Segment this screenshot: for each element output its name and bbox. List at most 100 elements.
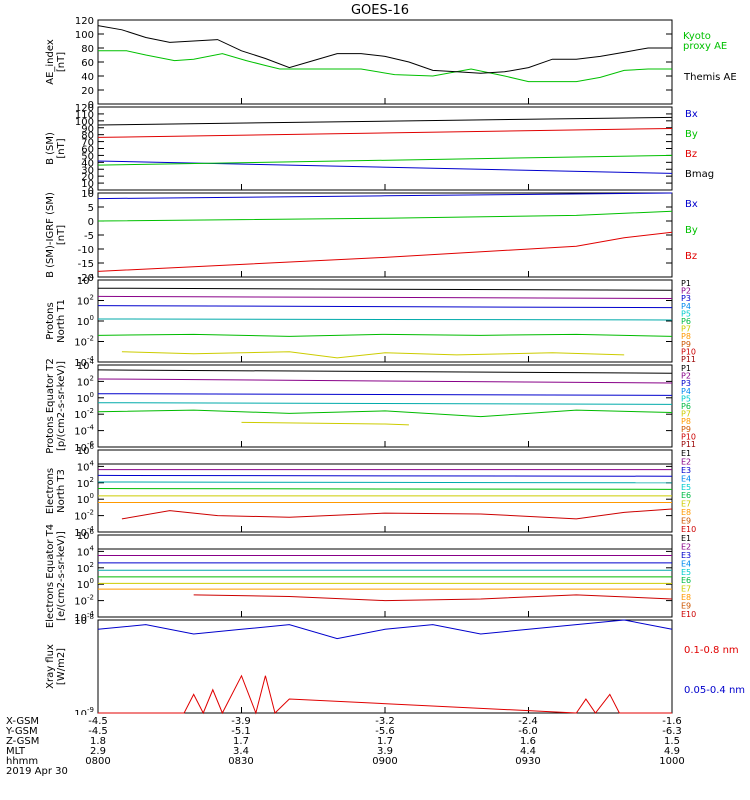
y-tick-label: 10-6: [74, 440, 94, 454]
y-axis-label: ProtonsNorth T1: [45, 299, 67, 343]
series-line-p4: [97, 318, 673, 321]
channel-label: P4: [681, 302, 691, 311]
series-line-bx: [97, 160, 673, 174]
footer-row-label: MLT: [6, 746, 25, 757]
channel-label: P5: [681, 394, 691, 403]
footer-value: -5.1: [231, 726, 251, 737]
y-axis-label: Electrons Equator T4[e/(cm2-s-sr-keV)]: [45, 524, 67, 628]
channel-label: P5: [681, 309, 691, 318]
footer-row-label: X-GSM: [6, 716, 40, 727]
panel-frame: [97, 534, 673, 618]
y-tick-label: 100: [77, 314, 94, 328]
series-line-themis-ae: [97, 25, 672, 74]
y-tick-label: 10-2: [74, 407, 94, 421]
y-tick-label: 60: [81, 145, 94, 156]
legend-label: Bmag: [685, 169, 714, 180]
footer-value: -6.0: [518, 726, 538, 737]
y-axis-label: B (SM)-IGRF (SM)[nT]: [45, 192, 67, 278]
footer-value: 4.9: [664, 746, 680, 757]
series-line-p4: [97, 402, 673, 405]
channel-label: P2: [681, 287, 691, 296]
panel-frame: [97, 19, 673, 105]
legend-label: 0.05-0.4 nm: [684, 685, 745, 696]
panel-2: -20 -15 -10 -5 0 5 10 B (SM)-IGRF (SM)[nT] Bx By B…: [45, 189, 698, 284]
y-tick-label: 120: [75, 103, 94, 114]
y-tick-label: -15: [78, 259, 94, 270]
y-tick-label: 10-2: [74, 509, 94, 523]
legend-label: Bz: [685, 149, 697, 160]
legend-label: proxy AE: [683, 41, 727, 52]
footer-value: 1.5: [664, 736, 680, 747]
footer-value: 0830: [228, 756, 254, 767]
y-tick-label: 100: [75, 30, 94, 41]
channel-label: E2: [681, 542, 691, 551]
channel-label: E7: [681, 500, 691, 509]
panel-frame: [97, 364, 673, 448]
legend-label: Bx: [685, 199, 698, 210]
channel-label: E10: [681, 610, 696, 619]
panel-frame: [97, 279, 673, 363]
channel-label: P7: [681, 410, 691, 419]
panel-4: 10-6 10-4 10-2 100 102 104 Protons Equator T2[…: [45, 358, 696, 454]
y-tick-label: -10: [78, 245, 94, 256]
channel-label: E9: [681, 602, 691, 611]
y-tick-label: -5: [84, 231, 94, 242]
series-line-by: [97, 210, 673, 222]
channel-label: P6: [681, 317, 691, 326]
channel-label: E6: [681, 491, 691, 500]
footer-value: -6.3: [662, 726, 682, 737]
footer-value: 4.4: [520, 746, 536, 757]
channel-label: P1: [681, 364, 691, 373]
channel-label: P8: [681, 417, 691, 426]
y-tick-label: 104: [77, 358, 95, 372]
channel-label: E5: [681, 568, 691, 577]
channel-label: E4: [681, 474, 691, 483]
channel-label: E8: [681, 508, 691, 517]
legend-label: By: [685, 225, 698, 236]
legend-label: Bz: [685, 251, 697, 262]
y-tick-label: 10-2: [74, 335, 94, 349]
panel-6: 10-4 10-2 100 102 104 106 Electrons Equator T4…: [45, 524, 696, 628]
footer-value: 1.7: [233, 736, 249, 747]
series-line-p6: [121, 351, 625, 359]
legend-label: 0.1-0.8 nm: [684, 645, 739, 656]
series-line-e3: [97, 474, 673, 477]
channel-label: P8: [681, 332, 691, 341]
footer-value: 1.7: [377, 736, 393, 747]
series-line-bx: [97, 192, 673, 200]
channel-label: E4: [681, 559, 691, 568]
y-tick-label: 0: [88, 186, 94, 197]
series-line-0-05-0-4-nm: [97, 619, 673, 640]
y-tick-label: 100: [75, 117, 94, 128]
y-tick-label: 0: [88, 100, 94, 111]
channel-label: P3: [681, 379, 691, 388]
channel-label: P3: [681, 294, 691, 303]
channel-label: E9: [681, 517, 691, 526]
y-tick-label: 110: [75, 110, 94, 121]
channel-label: P11: [681, 355, 696, 364]
channel-label: E7: [681, 585, 691, 594]
channel-label: P11: [681, 440, 696, 449]
y-tick-label: 102: [77, 294, 94, 308]
y-tick-label: 120: [75, 16, 94, 27]
goes-16-summary-plot: GOES-16 020406080100120AE_index[nT]Kyoto…: [45, 3, 745, 715]
y-tick-label: -20: [78, 273, 94, 284]
y-tick-label: 30: [81, 165, 94, 176]
footer-value: 1.6: [520, 736, 536, 747]
legend-label: Bx: [685, 109, 698, 120]
series-line-bmag: [97, 116, 673, 126]
y-tick-label: 10-4: [74, 610, 94, 624]
y-tick-label: 100: [77, 577, 94, 591]
channel-label: P10: [681, 347, 696, 356]
footer-row-label: hhmm: [6, 756, 39, 767]
series-line-p6: [241, 421, 409, 426]
y-tick-label: 102: [77, 374, 94, 388]
y-tick-label: 104: [77, 459, 95, 473]
legend-label: Themis AE: [683, 72, 737, 83]
footer-value: 0930: [515, 756, 541, 767]
series-line-bz: [97, 127, 673, 138]
date-label: 2019 Apr 30: [6, 766, 68, 777]
legend-label: Kyoto: [683, 31, 711, 42]
